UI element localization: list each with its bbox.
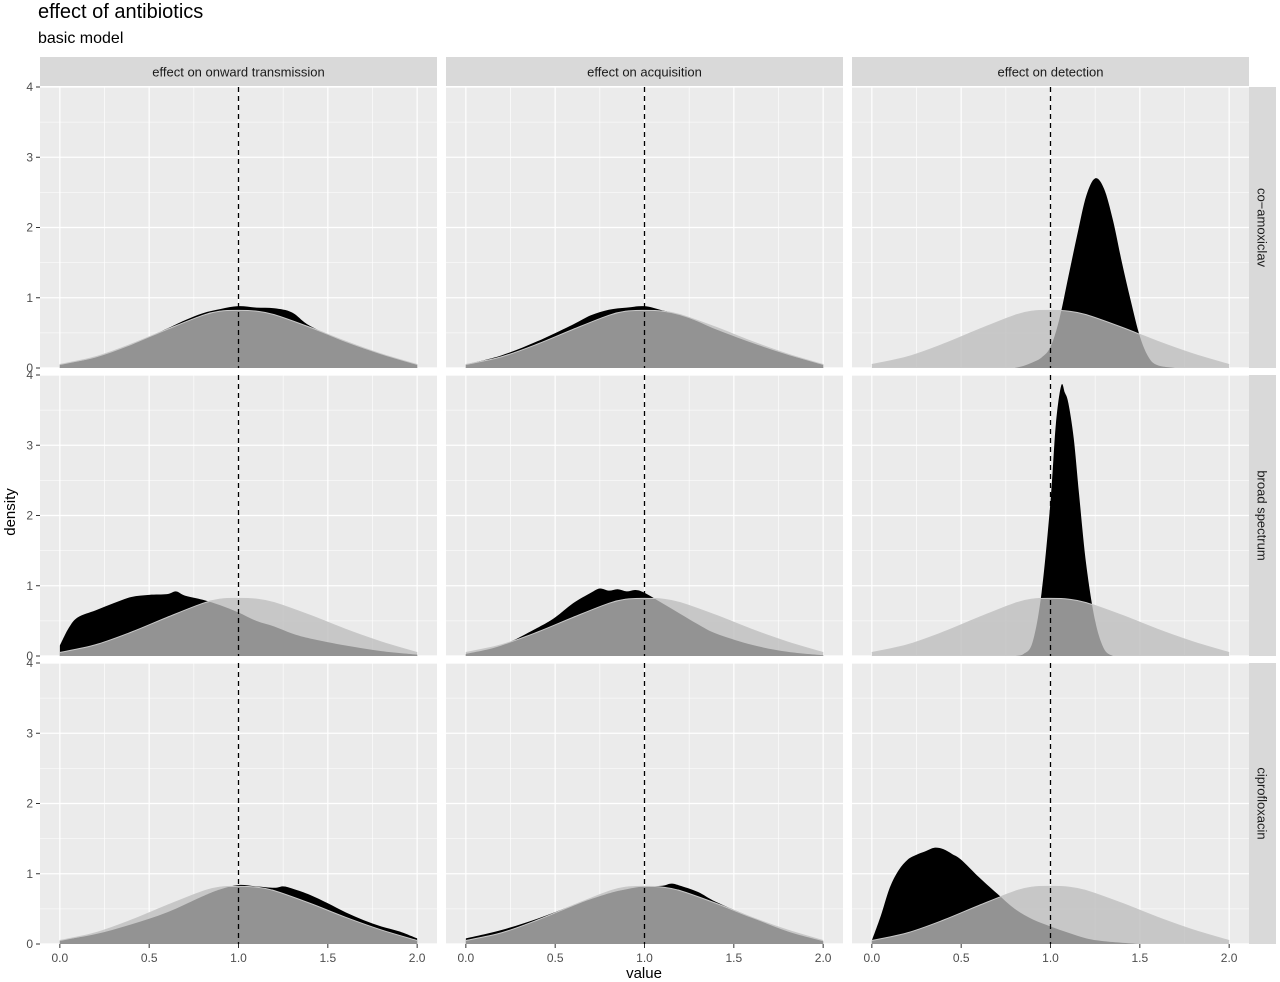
x-tick-label: 2.0 [1221,951,1238,965]
prior-density-outline [871,309,1230,365]
facet-strip-top-label: effect on acquisition [587,65,702,80]
y-tick-label: 0 [26,649,33,663]
facet-strip-top [40,57,437,86]
facet-strip-top-label: effect on onward transmission [152,65,324,80]
facet-strip-right [1249,375,1276,656]
facet-panel [40,374,437,657]
y-tick-label: 4 [26,656,33,670]
posterior-density-area [871,847,1140,944]
facet-panel [446,86,843,369]
prior-density-outline [871,597,1230,653]
y-tick-label: 3 [26,150,33,164]
facet-panel [40,662,437,945]
x-tick-label: 1.5 [725,951,742,965]
prior-density-outline [465,309,824,365]
x-tick-label: 1.0 [230,951,247,965]
x-tick-label: 2.0 [815,951,832,965]
x-tick-label: 0.5 [547,951,564,965]
x-tick-label: 1.5 [319,951,336,965]
chart-subtitle: basic model [38,30,123,47]
x-tick-label: 2.0 [409,951,426,965]
facet-panel [40,86,437,369]
x-tick-label: 1.0 [636,951,653,965]
x-tick-label: 0.5 [141,951,158,965]
facet-panels: effect on onward transmission effect on a… [26,57,1276,965]
prior-density-outline [465,597,824,653]
facet-strip-right-label: broad spectrum [1255,470,1270,560]
prior-density-outline [59,885,418,941]
y-axis-title: density [2,488,19,536]
prior-density-outline [465,885,824,941]
x-tick-label: 0.0 [458,951,475,965]
posterior-density-area [1014,178,1176,368]
facet-strip-top-label: effect on detection [997,65,1103,80]
y-tick-label: 3 [26,726,33,740]
x-axis-title: value [626,965,662,982]
facet-strip-right-label: co−amoxiclav [1255,188,1270,268]
x-tick-label: 0.5 [953,951,970,965]
x-tick-label: 1.0 [1042,951,1059,965]
facet-strip-right [1249,87,1276,368]
facet-strip-top [446,57,843,86]
y-tick-label: 2 [26,509,33,523]
y-tick-label: 2 [26,221,33,235]
prior-density-outline [59,597,418,653]
x-tick-label: 0.0 [864,951,881,965]
x-tick-label: 1.5 [1131,951,1148,965]
facet-panel [852,662,1249,945]
facet-panel [852,374,1249,657]
y-tick-label: 4 [26,80,33,94]
prior-density-outline [59,309,418,365]
posterior-density-area [1014,383,1114,656]
facet-panel [446,374,843,657]
y-tick-label: 4 [26,368,33,382]
y-tick-label: 0 [26,937,33,951]
y-tick-label: 0 [26,361,33,375]
facet-panel [852,86,1249,369]
y-tick-label: 3 [26,438,33,452]
prior-density-outline [871,885,1230,941]
y-tick-label: 1 [26,291,33,305]
y-tick-label: 2 [26,797,33,811]
x-tick-label: 0.0 [52,951,69,965]
facet-panel [446,662,843,945]
chart-title: effect of antibiotics [38,1,203,23]
facet-strip-top [852,57,1249,86]
y-tick-label: 1 [26,579,33,593]
y-tick-label: 1 [26,867,33,881]
facet-strip-right-label: ciprofloxacin [1255,767,1270,839]
facet-strip-right [1249,663,1276,944]
